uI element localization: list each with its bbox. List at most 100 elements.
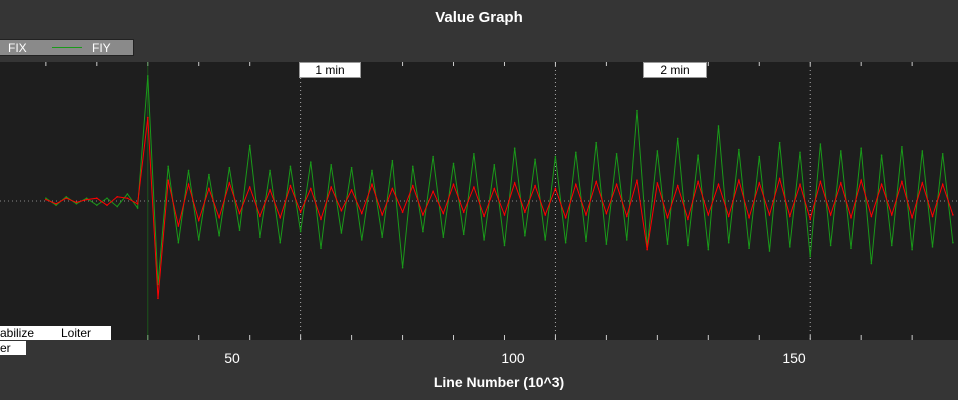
data-point-fix — [666, 216, 669, 219]
data-point-fiy — [636, 109, 638, 112]
data-point-fiy — [666, 243, 669, 245]
data-point-fiy — [177, 241, 180, 244]
series-line-fix — [45, 117, 954, 299]
data-point-fix — [248, 186, 251, 188]
plot-area[interactable] — [0, 62, 958, 340]
time-marker-1min: 1 min — [299, 62, 361, 78]
data-point-fix — [778, 177, 781, 180]
data-point-fix — [789, 215, 791, 218]
data-point-fiy — [65, 196, 68, 198]
data-point-fiy — [921, 150, 924, 152]
data-point-fiy — [96, 204, 98, 206]
data-point-fix — [493, 187, 496, 190]
data-point-fiy — [697, 154, 699, 156]
data-point-fix — [554, 187, 557, 190]
data-point-fiy — [167, 165, 169, 168]
data-point-fiy — [727, 241, 730, 244]
data-point-fiy — [248, 144, 251, 147]
data-point-fix — [65, 197, 68, 200]
data-point-fix — [360, 212, 363, 215]
data-point-fiy — [615, 152, 618, 155]
legend[interactable]: FIX FIY — [0, 39, 134, 56]
data-point-fiy — [55, 204, 57, 206]
data-point-fix — [513, 182, 516, 184]
data-point-fiy — [625, 239, 628, 241]
data-point-fiy — [585, 240, 587, 243]
data-point-fix — [310, 187, 312, 190]
data-point-fix — [503, 214, 506, 216]
data-point-fix — [829, 214, 832, 216]
data-point-fix — [157, 297, 159, 300]
data-point-fix — [809, 218, 812, 220]
data-point-fix — [564, 216, 567, 219]
data-point-fiy — [870, 262, 873, 265]
data-point-fix — [462, 211, 465, 213]
data-point-fix — [687, 218, 689, 220]
data-point-fix — [422, 214, 424, 216]
data-point-fix — [106, 204, 108, 206]
data-point-fix — [697, 180, 699, 183]
data-point-fix — [738, 179, 740, 181]
legend-entry-fiy: FIY — [92, 41, 111, 55]
data-point-fiy — [381, 236, 383, 238]
data-point-fiy — [136, 207, 139, 209]
data-point-fiy — [789, 246, 791, 248]
data-point-fiy — [146, 75, 149, 77]
mode-label-loiter: Loiter — [60, 326, 111, 340]
data-point-fix — [921, 182, 924, 184]
data-point-fiy — [238, 229, 241, 231]
data-point-fix — [544, 214, 547, 216]
data-point-fix — [381, 214, 383, 216]
data-point-fiy — [941, 152, 944, 155]
data-point-fiy — [809, 255, 812, 258]
data-point-fiy — [228, 166, 231, 169]
data-point-fiy — [605, 243, 608, 245]
data-point-fiy — [880, 154, 883, 156]
data-point-fix — [45, 198, 47, 201]
data-point-fix — [901, 180, 903, 183]
data-point-fiy — [310, 161, 312, 163]
data-point-fiy — [534, 158, 536, 161]
data-point-fix — [146, 116, 149, 119]
data-point-fix — [646, 248, 648, 251]
data-point-fiy — [748, 247, 750, 250]
data-point-fix — [585, 214, 587, 216]
data-point-fix — [228, 182, 231, 184]
data-point-fiy — [911, 248, 913, 251]
data-point-fiy — [819, 143, 822, 145]
data-point-fix — [952, 214, 954, 216]
data-point-fiy — [340, 232, 343, 234]
data-point-fix — [401, 211, 404, 213]
data-point-fiy — [799, 151, 801, 154]
data-point-fix — [941, 183, 944, 186]
data-point-fix — [839, 182, 842, 184]
data-point-fiy — [524, 234, 526, 237]
data-point-fiy — [901, 145, 903, 148]
data-point-fix — [136, 202, 139, 205]
data-point-fix — [636, 179, 638, 181]
data-point-fix — [758, 182, 761, 184]
data-point-fiy — [116, 205, 119, 208]
data-point-fix — [524, 211, 526, 213]
data-point-fiy — [269, 169, 271, 172]
data-point-fix — [483, 215, 485, 218]
data-point-fiy — [197, 239, 200, 241]
data-point-fiy — [279, 241, 282, 244]
data-point-fiy — [208, 173, 210, 176]
series-line-fiy — [45, 75, 954, 285]
data-point-fix — [870, 215, 873, 218]
data-point-fiy — [299, 230, 302, 233]
data-point-fiy — [462, 233, 465, 236]
data-point-fix — [238, 212, 241, 215]
data-point-fiy — [85, 197, 88, 200]
data-point-fix — [595, 180, 598, 183]
data-point-fix — [411, 184, 414, 187]
data-point-fix — [799, 183, 801, 186]
data-point-fiy — [259, 236, 261, 238]
data-point-fiy — [575, 151, 577, 154]
data-point-fiy — [350, 166, 353, 169]
data-point-fix — [575, 183, 577, 186]
data-point-fix — [299, 211, 302, 213]
x-axis-label: Line Number (10^3) — [433, 374, 565, 390]
data-point-fix — [116, 196, 119, 198]
